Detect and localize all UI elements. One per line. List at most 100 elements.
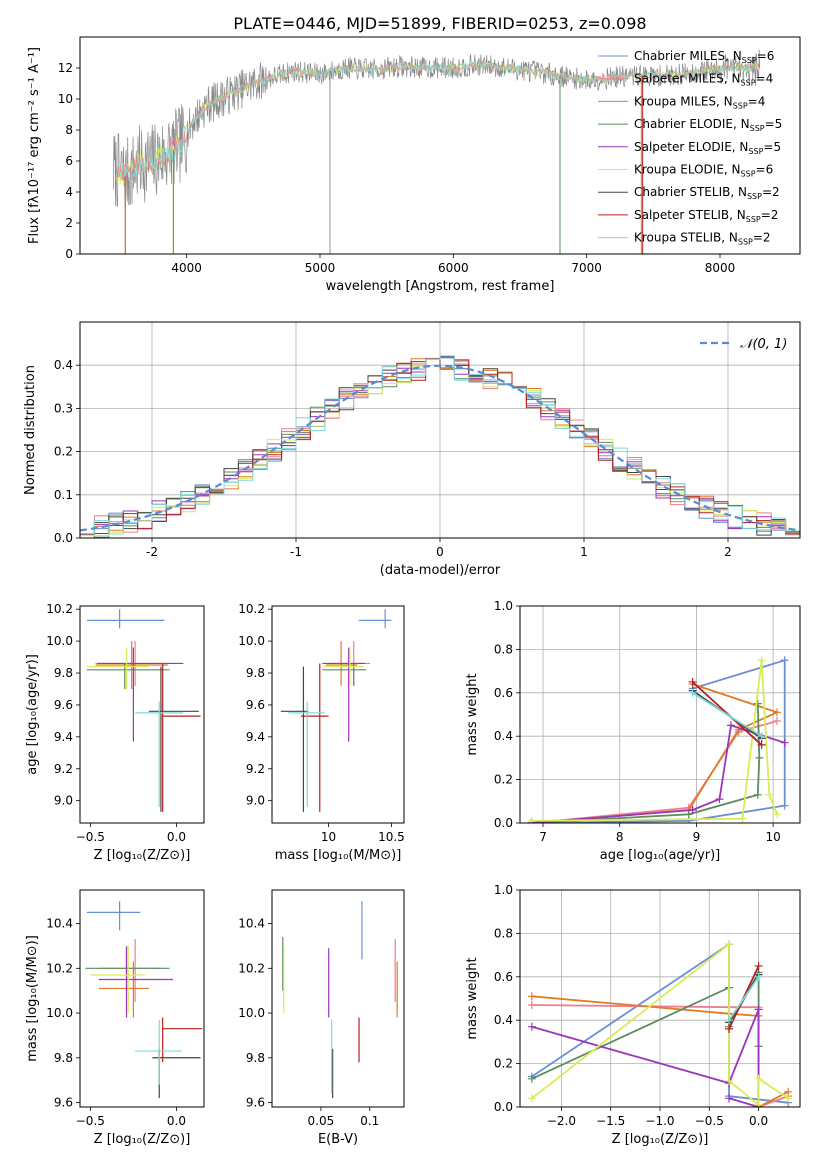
hist-kroupa-stelib: [80, 355, 800, 535]
legend-entry: Salpeter MILES, NSSP=4: [634, 72, 773, 88]
y-tick-label: 4: [65, 185, 73, 199]
axes-age-vs-Z: −0.5 0.0 9.0 9.2 9.4 9.6 9.8 10.0 10.2 Z [log₁₀(Z…: [25, 602, 205, 863]
y-tick-label: 0.4: [494, 1013, 513, 1027]
x-axis-label: Z [log₁₀(Z/Z⊙)]: [612, 1132, 709, 1147]
x-axis-label: E(B-V): [318, 1132, 358, 1147]
y-tick-label: 10.0: [238, 634, 265, 648]
weight-marker-salpeter-miles: [527, 1001, 536, 1010]
x-tick-label: 5000: [305, 261, 336, 275]
y-tick-label: 10.2: [46, 961, 73, 975]
axes-mass-vs-Z: −0.5 0.0 9.6 9.8 10.0 10.2 10.4 Z [log₁₀(Z/Z⊙)]…: [25, 889, 205, 1147]
axes-residuals: -2 -1 0 1 2 0.0 0.1 0.2 0.3 0.4 (data-model)/error…: [23, 321, 801, 578]
weight-marker-kroupa-miles: [527, 992, 536, 1001]
y-tick-label: 9.6: [246, 698, 265, 712]
plot-area: [86, 609, 201, 812]
plot-area: [520, 890, 800, 1107]
weight-marker-salpeter-miles: [772, 717, 781, 726]
x-tick-label: 6000: [438, 261, 469, 275]
x-tick-label: −0.5: [76, 830, 105, 844]
plot-area: [520, 606, 800, 823]
y-tick-label: 10.4: [238, 917, 265, 931]
axes-frame: [79, 605, 205, 824]
y-tick-label: 10.2: [238, 602, 265, 616]
y-tick-label: 10.0: [46, 634, 73, 648]
y-tick-label: 2: [65, 216, 73, 230]
y-tick-label: 9.4: [246, 730, 265, 744]
weight-marker-salpeter-stelib: [725, 1024, 734, 1033]
y-tick-label: 6: [65, 154, 73, 168]
y-tick-label: 0.0: [494, 816, 513, 830]
weight-marker-chabrier-elodie: [527, 1074, 536, 1083]
y-tick-label: 9.6: [246, 1096, 265, 1110]
y-tick-label: 1.0: [494, 599, 513, 613]
legend-entry: Salpeter ELODIE, NSSP=5: [634, 140, 781, 156]
y-tick-label: 0.2: [54, 445, 73, 459]
x-axis-label: age [log₁₀(age/yr)]: [600, 848, 721, 863]
axes-weight-vs-Z: −2.0 −1.5 −1.0 −0.5 0.0 0.0 0.2 0.4 0.6 0.8 1.0 Z […: [465, 883, 801, 1147]
y-tick-label: 12: [58, 61, 73, 75]
weight-marker-chabrier-miles: [780, 656, 789, 665]
legend-entry: Chabrier MILES, NSSP=6: [634, 49, 774, 65]
x-axis-label: wavelength [Angstrom, rest frame]: [326, 279, 555, 294]
axes-spectrum: 4000 5000 6000 7000 8000 0 2 4 6 8 10 12 wavelength …: [27, 36, 801, 294]
x-tick-label: 0: [436, 545, 444, 559]
x-tick-label: 0.1: [360, 1114, 379, 1128]
x-axis-label: Z [log₁₀(Z/Z⊙)]: [94, 848, 191, 863]
hist-salpeter-stelib: [80, 358, 800, 535]
weight-marker-salpeter-stelib: [754, 961, 763, 970]
y-tick-label: 10.0: [46, 1006, 73, 1020]
weight-line-salpeter-elodie: [531, 1009, 760, 1107]
weight-marker-salpeter-stelib: [757, 740, 766, 749]
y-tick-label: 9.2: [54, 762, 73, 776]
weight-marker-salpeter-elodie: [527, 1022, 536, 1031]
y-axis-label: age [log₁₀(age/yr)]: [25, 654, 40, 775]
figure-title: PLATE=0446, MJD=51899, FIBERID=0253, z=0…: [233, 14, 646, 33]
y-tick-label: 9.6: [54, 1096, 73, 1110]
legend-entry: Chabrier ELODIE, NSSP=5: [634, 117, 782, 133]
x-tick-label: 1: [580, 545, 588, 559]
axes-frame: [519, 605, 801, 824]
weight-marker-salpeter-elodie: [754, 1005, 763, 1014]
y-tick-label: 0.8: [494, 642, 513, 656]
weight-marker-kroupa-elodie: [738, 814, 747, 823]
x-tick-label: 8000: [705, 261, 736, 275]
y-tick-label: 9.8: [54, 1051, 73, 1065]
legend-entry: Kroupa STELIB, NSSP=2: [634, 231, 771, 247]
x-tick-label: 4000: [171, 261, 202, 275]
y-axis-label: Flux [fλ10⁻¹⁷ erg cm⁻² s⁻¹ A⁻¹]: [27, 47, 42, 244]
x-tick-label: 10: [321, 830, 336, 844]
y-tick-label: 0.0: [54, 531, 73, 545]
x-axis-label: (data-model)/error: [380, 563, 501, 578]
y-axis-label: mass [log₁₀(M/M⊙)]: [25, 935, 40, 1062]
spectrum-data: [112, 49, 761, 209]
model-line-kroupa-stelib: [115, 61, 760, 186]
y-tick-label: 0.6: [494, 686, 513, 700]
y-tick-label: 0.4: [494, 729, 513, 743]
weight-line-kroupa-miles: [531, 683, 780, 823]
weight-marker-kroupa-elodie: [527, 816, 536, 823]
x-tick-label: −1.0: [645, 1114, 674, 1128]
plot-area: [280, 609, 392, 812]
y-tick-label: 0.3: [54, 401, 73, 415]
x-tick-label: 9: [693, 830, 701, 844]
y-axis-label: mass weight: [465, 957, 480, 1039]
y-tick-label: 9.8: [54, 666, 73, 680]
weight-marker-chabrier-elodie: [753, 699, 762, 708]
weight-marker-kroupa-elodie: [757, 656, 766, 665]
axes-age-vs-mass: 10 10.5 9.0 9.2 9.4 9.6 9.8 10.0 10.2 mass [log₁₀…: [238, 602, 405, 863]
x-tick-label: -1: [290, 545, 302, 559]
x-tick-label: 2: [724, 545, 732, 559]
weight-line-kroupa-elodie: [531, 660, 778, 822]
weight-marker-kroupa-elodie: [765, 790, 774, 799]
y-tick-label: 10.2: [238, 961, 265, 975]
weight-marker-kroupa-miles: [772, 708, 781, 717]
spectrum-legend: Chabrier MILES, NSSP=6 Salpeter MILES, NS…: [598, 49, 782, 247]
x-tick-label: −1.5: [596, 1114, 625, 1128]
y-tick-label: 9.6: [54, 698, 73, 712]
x-tick-label: −0.5: [695, 1114, 724, 1128]
x-tick-label: 0.0: [167, 1114, 186, 1128]
y-tick-label: 0.6: [494, 970, 513, 984]
legend-entry: Chabrier STELIB, NSSP=2: [634, 185, 780, 201]
y-tick-label: 9.8: [246, 1051, 265, 1065]
